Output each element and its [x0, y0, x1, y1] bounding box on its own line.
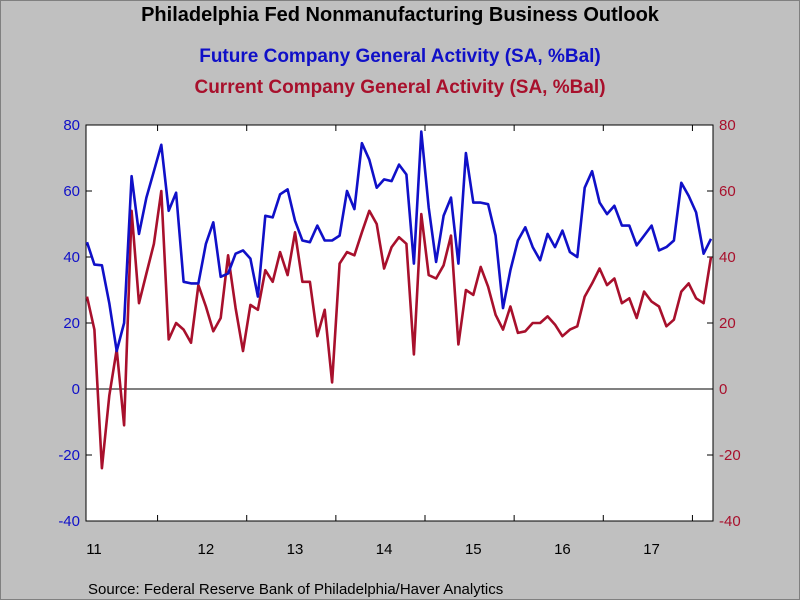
series-line-current — [85, 189, 713, 470]
y-tick-label-left: -40 — [58, 513, 80, 530]
y-tick-label-right: 0 — [719, 381, 727, 398]
y-tick-label-left: 60 — [63, 183, 80, 200]
left-axis-labels: 80 60 40 20 0 -20 -40 — [58, 117, 80, 530]
y-tick-label-right: -40 — [719, 513, 741, 530]
chart-title: Philadelphia Fed Nonmanufacturing Busine… — [141, 4, 660, 26]
x-tick-label: 11 — [86, 541, 102, 558]
legend-future-activity: Future Company General Activity (SA, %Ba… — [199, 46, 601, 67]
y-tick-label-left: 20 — [63, 315, 80, 332]
plot-area — [85, 124, 714, 522]
right-axis-labels: 80 60 40 20 0 -20 -40 — [719, 117, 741, 530]
y-tick-label-right: 40 — [719, 249, 736, 266]
legend-current-activity: Current Company General Activity (SA, %B… — [194, 77, 605, 98]
y-tick-label-right: 80 — [719, 117, 736, 134]
y-tick-label-right: 60 — [719, 183, 736, 200]
y-tick-label-right: -20 — [719, 447, 741, 464]
y-tick-label-left: 80 — [63, 117, 80, 134]
x-tick-label: 15 — [465, 541, 482, 558]
x-tick-label: 12 — [198, 541, 215, 558]
y-tick-label-right: 20 — [719, 315, 736, 332]
y-tick-label-left: 40 — [63, 249, 80, 266]
x-tick-label: 17 — [643, 541, 660, 558]
source-note: Source: Federal Reserve Bank of Philadel… — [88, 581, 503, 598]
x-tick-label: 16 — [554, 541, 571, 558]
series-lines — [85, 130, 713, 470]
y-tick-label-left: -20 — [58, 447, 80, 464]
x-tick-label: 14 — [376, 541, 393, 558]
y-tick-label-left: 0 — [72, 381, 80, 398]
x-tick-label: 13 — [287, 541, 304, 558]
x-axis-labels: 11 12 13 14 15 16 17 — [86, 541, 660, 558]
series-line-future — [85, 130, 713, 353]
